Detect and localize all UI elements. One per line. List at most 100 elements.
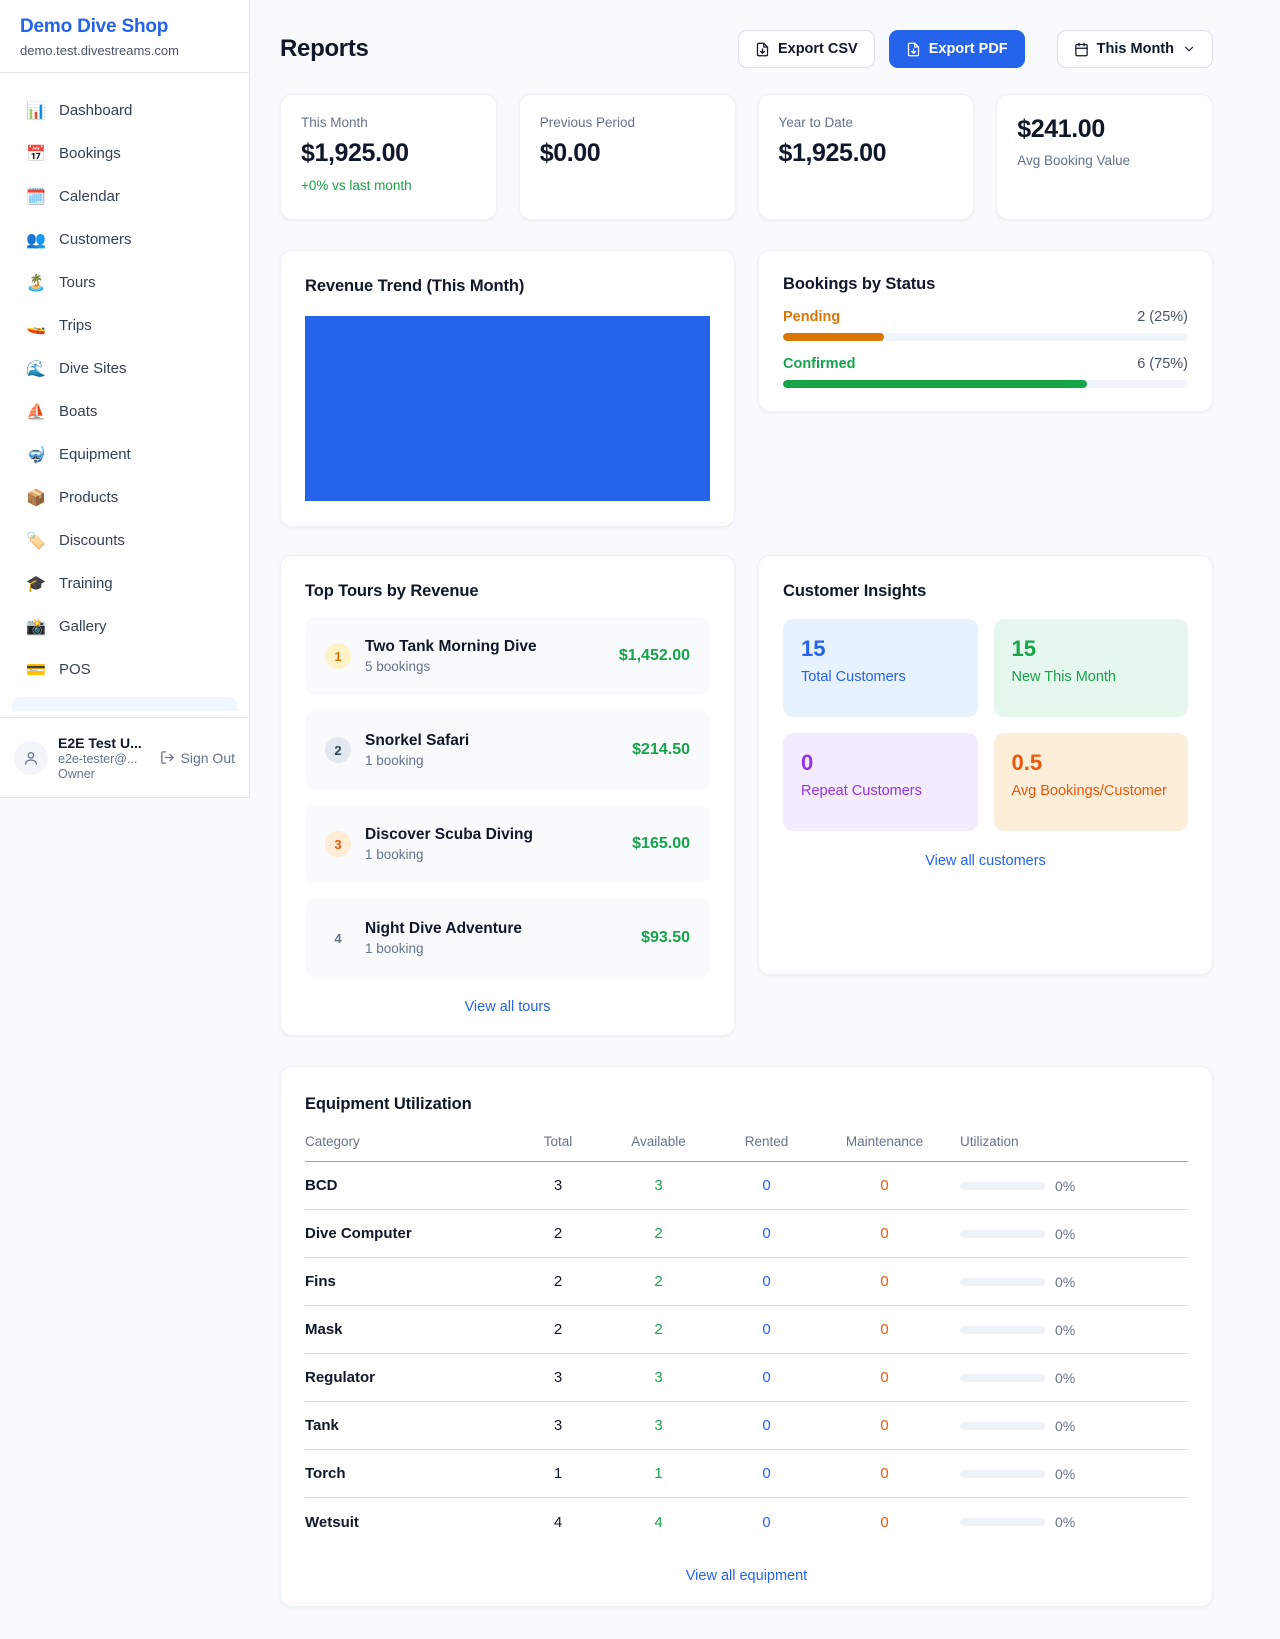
tour-row: 2 Snorkel Safari 1 booking $214.50	[305, 711, 710, 789]
tour-bookings: 1 booking	[365, 753, 424, 768]
header-actions: Export CSV Export PDF This Month	[737, 30, 1213, 68]
utilization-bar	[960, 1373, 1045, 1382]
sidebar-item-products[interactable]: 📦 Products	[26, 489, 119, 507]
tour-name: Night Dive Adventure	[365, 920, 523, 937]
rank-badge: 4	[334, 930, 342, 946]
user-name: E2E Test U...	[58, 734, 142, 751]
status-count: 6 (75%)	[1137, 356, 1188, 372]
customer-insights-title: Customer Insights	[783, 582, 927, 600]
stats-row: This Month $1,925.00 +0% vs last month P…	[280, 94, 1213, 220]
tour-revenue: $93.50	[641, 929, 690, 946]
view-all-equipment-link[interactable]: View all equipment	[685, 1568, 808, 1584]
utilization-bar	[960, 1518, 1045, 1526]
user-role: Owner	[58, 766, 95, 781]
sidebar-item-trips[interactable]: 🚤 Trips	[26, 317, 92, 335]
status-label: Confirmed	[783, 356, 856, 372]
tour-revenue: $1,452.00	[618, 647, 690, 664]
table-row: Torch 1 1 0 0 0%	[305, 1450, 1188, 1498]
utilization-bar	[960, 1469, 1045, 1478]
bookings-by-status-title: Bookings by Status	[783, 275, 936, 293]
calendar-icon: 🗓️	[26, 188, 46, 206]
col-utilization: Utilization	[960, 1134, 1019, 1149]
equipment-table: Category Total Available Rented Maintena…	[305, 1134, 1188, 1546]
main-content: Reports Export CSV Export PDF This Month…	[250, 0, 1280, 1639]
dive-sites-wave-icon: 🌊	[26, 360, 46, 378]
charts-row: Revenue Trend (This Month) Bookings by S…	[280, 250, 1213, 527]
sidebar-item-calendar[interactable]: 🗓️ Calendar	[26, 188, 120, 206]
equipment-utilization-card: Equipment Utilization Category Total Ava…	[280, 1066, 1213, 1607]
sidebar-item-dive-sites[interactable]: 🌊 Dive Sites	[26, 360, 127, 378]
stat-card-previous-period: Previous Period $0.00	[518, 94, 736, 220]
user-email: e2e-tester@...	[58, 751, 138, 766]
utilization-bar	[960, 1229, 1045, 1238]
sign-out-button[interactable]: Sign Out	[160, 750, 235, 766]
view-all-customers-link[interactable]: View all customers	[925, 853, 1046, 869]
export-pdf-button[interactable]: Export PDF	[888, 30, 1025, 68]
table-row: Mask 2 2 0 0 0%	[305, 1306, 1188, 1354]
period-dropdown[interactable]: This Month	[1056, 30, 1213, 68]
sidebar-item-tours[interactable]: 🏝️ Tours	[26, 274, 96, 292]
view-all-tours-link[interactable]: View all tours	[464, 999, 551, 1015]
tour-name: Two Tank Morning Dive	[365, 638, 537, 655]
sidebar-item-gallery[interactable]: 📸 Gallery	[26, 618, 107, 636]
lists-row: Top Tours by Revenue 1 Two Tank Morning …	[280, 555, 1213, 1036]
col-category: Category	[305, 1134, 360, 1149]
trips-speedboat-icon: 🚤	[26, 317, 46, 335]
logout-icon	[160, 751, 174, 764]
col-rented: Rented	[744, 1134, 789, 1149]
training-grad-cap-icon: 🎓	[26, 575, 46, 593]
sidebar-item-training[interactable]: 🎓 Training	[26, 575, 113, 593]
shop-name: Demo Dive Shop	[20, 16, 169, 37]
file-download-icon	[756, 42, 769, 56]
tour-bookings: 1 booking	[365, 847, 424, 862]
brand-header: Demo Dive Shop demo.test.divestreams.com	[0, 0, 249, 73]
sidebar-item-boats[interactable]: ⛵ Boats	[26, 403, 98, 421]
sidebar: Demo Dive Shop demo.test.divestreams.com…	[0, 0, 250, 798]
utilization-bar	[960, 1325, 1045, 1334]
person-icon	[25, 751, 37, 765]
table-row: Regulator 3 3 0 0 0%	[305, 1354, 1188, 1402]
tour-revenue: $165.00	[632, 835, 690, 852]
avatar	[14, 740, 48, 775]
bookings-by-status-card: Bookings by Status Pending 2 (25%) Confi…	[758, 250, 1213, 412]
sidebar-item-pos[interactable]: 💳 POS	[26, 661, 91, 679]
rank-badge: 2	[325, 737, 351, 763]
revenue-trend-title: Revenue Trend (This Month)	[305, 277, 525, 295]
page-header: Reports Export CSV Export PDF This Month	[280, 30, 1213, 68]
user-footer: E2E Test U... e2e-tester@... Owner Sign …	[0, 717, 249, 797]
customer-insights-card: Customer Insights 15 Total Customers 15 …	[758, 555, 1213, 975]
sidebar-item-discounts[interactable]: 🏷️ Discounts	[26, 532, 125, 550]
sidebar-nav: 📊 Dashboard 📅 Bookings 🗓️ Calendar 👥 Cus…	[0, 73, 249, 711]
user-info: E2E Test U... e2e-tester@... Owner	[58, 735, 150, 781]
insight-new-this-month: 15 New This Month	[993, 619, 1188, 717]
status-label: Pending	[783, 309, 841, 325]
sidebar-item-active-partial[interactable]	[12, 697, 237, 711]
export-csv-button[interactable]: Export CSV	[737, 30, 875, 68]
bookings-calendar-icon: 📅	[26, 145, 46, 163]
sidebar-item-dashboard[interactable]: 📊 Dashboard	[26, 102, 133, 120]
revenue-trend-chart	[305, 316, 710, 501]
tour-revenue: $214.50	[632, 741, 690, 758]
table-row: Dive Computer 2 2 0 0 0%	[305, 1210, 1188, 1258]
tour-name: Snorkel Safari	[365, 732, 470, 749]
shop-subdomain: demo.test.divestreams.com	[20, 43, 179, 58]
insight-avg-bookings: 0.5 Avg Bookings/Customer	[993, 733, 1188, 831]
discounts-tag-icon: 🏷️	[26, 532, 46, 550]
sidebar-item-customers[interactable]: 👥 Customers	[26, 231, 132, 249]
tour-row: 3 Discover Scuba Diving 1 booking $165.0…	[305, 805, 710, 883]
tour-name: Discover Scuba Diving	[365, 826, 533, 843]
table-row: BCD 3 3 0 0 0%	[305, 1162, 1188, 1210]
progress-fill	[783, 380, 1087, 388]
sidebar-item-equipment[interactable]: 🤿 Equipment	[26, 446, 131, 464]
table-row: Wetsuit 4 4 0 0 0%	[305, 1513, 1076, 1531]
utilization-bar	[960, 1181, 1045, 1190]
sidebar-item-bookings[interactable]: 📅 Bookings	[26, 145, 121, 163]
tours-island-icon: 🏝️	[26, 274, 46, 292]
rank-badge: 3	[325, 831, 351, 857]
table-row: Tank 3 3 0 0 0%	[305, 1402, 1188, 1450]
pos-credit-card-icon: 💳	[26, 661, 46, 679]
tour-bookings: 5 bookings	[365, 659, 431, 674]
insight-repeat-customers: 0 Repeat Customers	[783, 733, 978, 831]
col-maintenance: Maintenance	[845, 1134, 924, 1149]
progress-fill	[783, 333, 885, 341]
